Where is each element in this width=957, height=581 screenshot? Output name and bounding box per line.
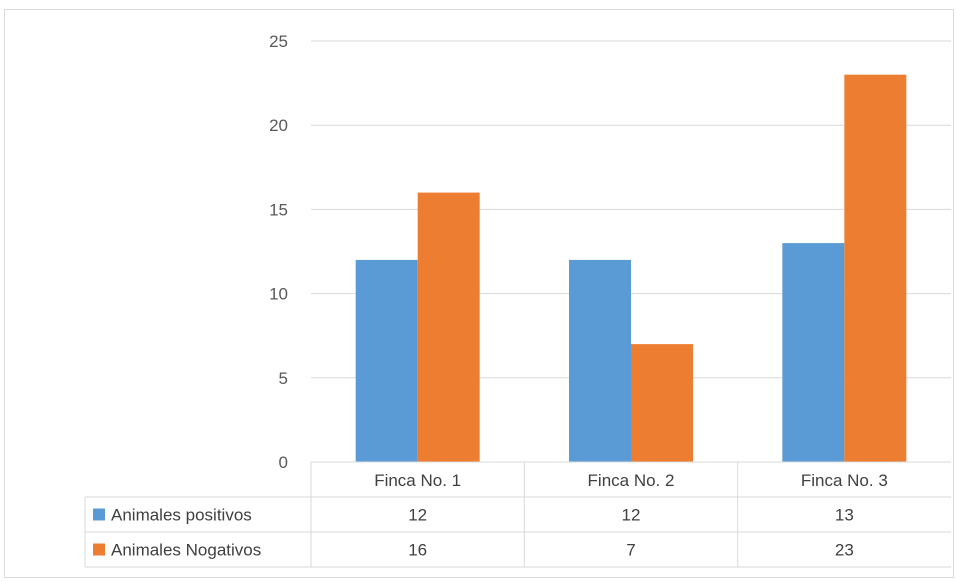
data-table-value: 12	[408, 506, 427, 525]
data-table-value: 7	[626, 541, 635, 560]
y-tick-label: 20	[269, 116, 288, 135]
data-table-value: 23	[835, 541, 854, 560]
legend-key	[93, 508, 105, 521]
bar-positivos-3	[782, 243, 845, 462]
y-tick-label: 25	[269, 32, 288, 51]
bar-positivos-2	[569, 259, 631, 462]
bar-nogativos-1	[417, 192, 480, 462]
bar-positivos-1	[355, 259, 418, 462]
data-table-value: 16	[408, 541, 427, 560]
y-tick-label: 15	[269, 200, 288, 219]
data-table-value: 12	[622, 506, 641, 525]
legend-key	[93, 543, 105, 556]
category-label: Finca No. 3	[801, 471, 888, 490]
bar-nogativos-2	[631, 344, 693, 462]
y-tick-label: 10	[269, 285, 288, 304]
y-tick-label: 5	[279, 369, 288, 388]
legend-label: Animales positivos	[111, 506, 252, 525]
y-tick-label: 0	[279, 453, 288, 472]
chart-frame	[4, 9, 954, 578]
data-table-value: 13	[835, 506, 854, 525]
legend-label: Animales Nogativos	[111, 541, 261, 560]
category-label: Finca No. 2	[588, 471, 675, 490]
category-label: Finca No. 1	[374, 471, 461, 490]
bar-nogativos-3	[844, 74, 907, 463]
